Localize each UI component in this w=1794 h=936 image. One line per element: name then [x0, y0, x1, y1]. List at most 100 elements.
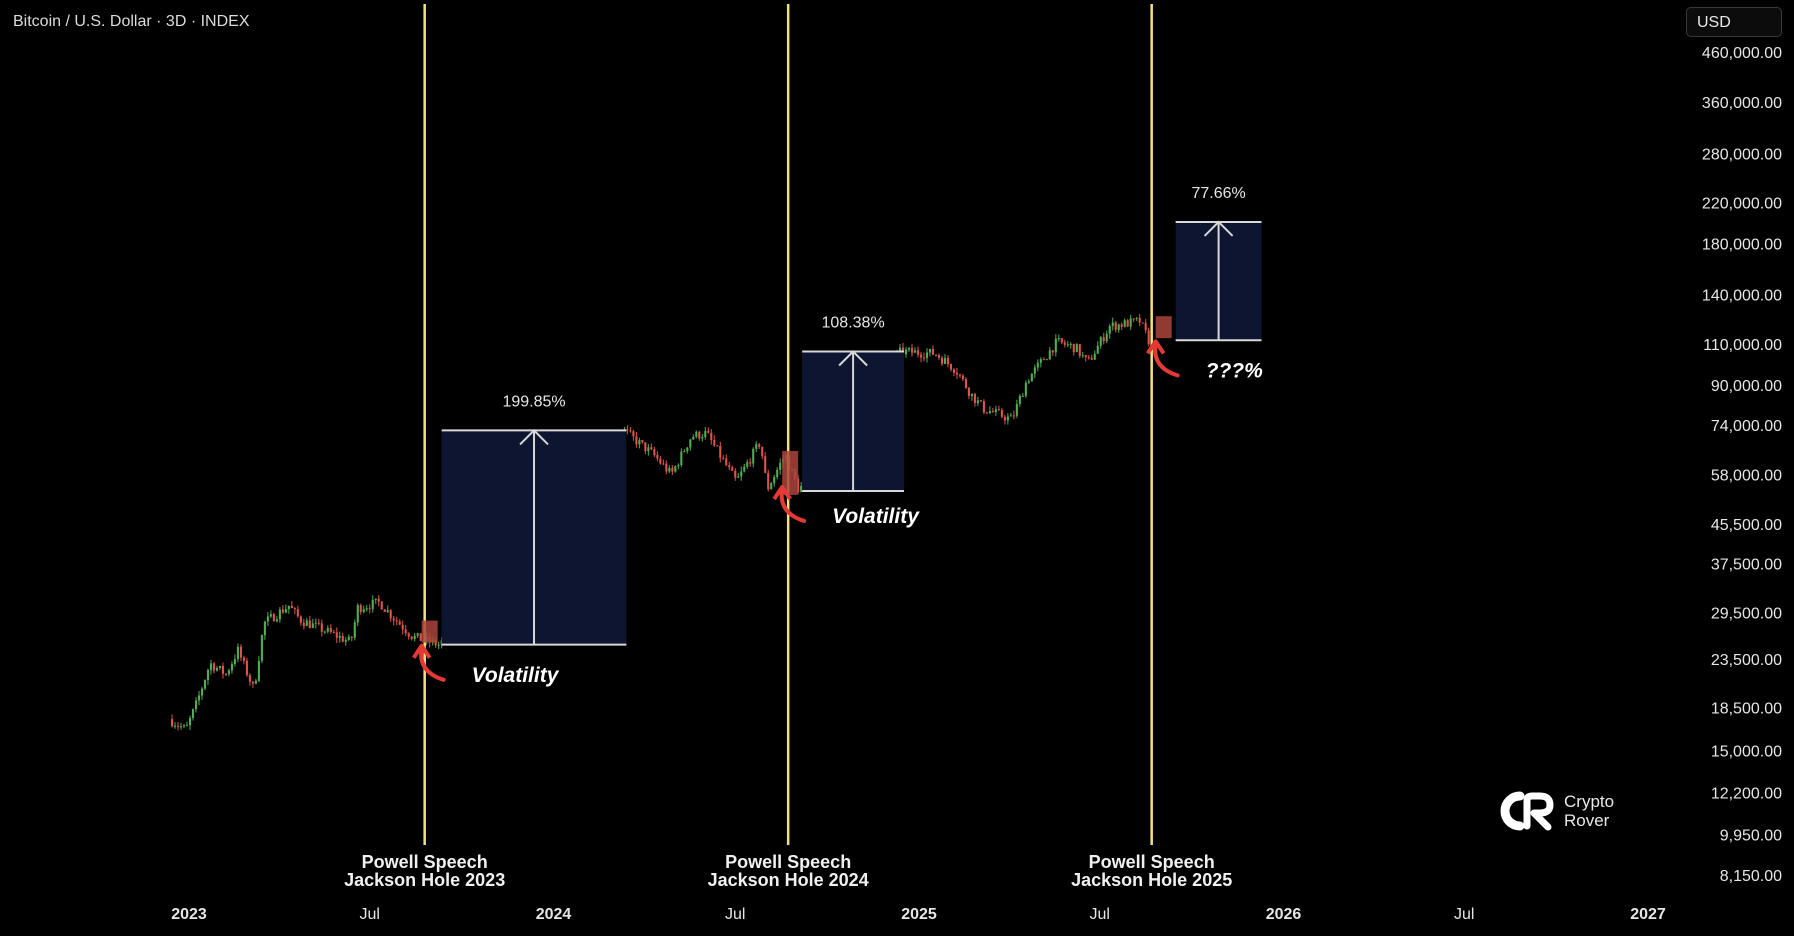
candle-body	[1012, 415, 1015, 417]
curved-arrow-icon	[779, 486, 807, 523]
candle-body	[401, 624, 404, 630]
candle-body	[743, 466, 746, 472]
candle-body	[638, 440, 641, 445]
y-axis-tick-label: 18,500.00	[1711, 701, 1782, 718]
curved-arrow-icon	[1153, 341, 1180, 378]
candle-body	[659, 458, 662, 464]
candle-body	[392, 618, 395, 621]
candle-body	[248, 675, 251, 682]
candle-body	[269, 614, 272, 617]
candle-body	[1075, 344, 1078, 353]
candle-body	[719, 446, 722, 458]
annotation-text: Volatility	[832, 505, 920, 528]
candle-body	[332, 632, 335, 634]
candle-body	[296, 609, 299, 617]
candle-body	[740, 471, 743, 477]
candle-body	[1000, 410, 1003, 417]
candle-body	[263, 621, 266, 636]
currency-selector-button[interactable]: USD	[1686, 7, 1782, 37]
candle-body	[389, 610, 392, 619]
y-axis-tick-label: 12,200.00	[1711, 786, 1782, 803]
candle-body	[416, 633, 419, 636]
candle-body	[800, 485, 803, 493]
candle-body	[224, 673, 227, 675]
candle-body	[1015, 404, 1018, 416]
y-axis-tick-label: 8,150.00	[1720, 868, 1782, 885]
speech-marker-candle	[782, 450, 799, 495]
crypto-rover-logo: Crypto Rover	[1496, 790, 1636, 836]
measure-percent-label: 77.66%	[1191, 185, 1245, 202]
measure-percent-label: 108.38%	[822, 315, 885, 332]
candle-body	[404, 629, 407, 634]
candle-body	[710, 432, 713, 441]
candle-body	[1099, 337, 1102, 346]
candle-body	[1123, 320, 1126, 327]
candle-body	[356, 605, 359, 623]
candle-body	[773, 476, 776, 484]
candle-body	[1027, 381, 1030, 383]
candle-body	[194, 700, 198, 710]
candle-body	[1096, 345, 1099, 354]
candle-body	[302, 622, 305, 626]
candle-body	[299, 616, 302, 623]
cr-logo-icon	[1500, 791, 1554, 831]
candle-body	[1036, 362, 1039, 368]
candle-body	[1087, 357, 1090, 359]
candle-body	[1042, 359, 1045, 361]
candle-body	[728, 465, 731, 468]
candle-body	[904, 349, 908, 355]
x-axis-tick-label: Jul	[1090, 906, 1110, 923]
candle-body	[641, 440, 644, 443]
candle-body	[940, 357, 944, 364]
candle-body	[979, 400, 982, 402]
candle-body	[919, 354, 923, 358]
candle-body	[779, 462, 782, 470]
y-axis-tick-label: 90,000.00	[1711, 378, 1782, 395]
candle-body	[898, 347, 902, 352]
speech-marker-candle	[1155, 316, 1172, 339]
candle-body	[1033, 367, 1036, 374]
candle-body	[758, 444, 761, 447]
y-axis-tick-label: 29,500.00	[1711, 606, 1782, 623]
candle-body	[317, 622, 320, 624]
candle-body	[1003, 416, 1006, 421]
y-axis-tick-label: 45,500.00	[1711, 517, 1782, 534]
candle-body	[257, 660, 260, 681]
candle-body	[1144, 322, 1147, 331]
candle-body	[797, 478, 800, 493]
x-axis-tick-label: 2024	[536, 906, 572, 923]
candle-body	[668, 467, 671, 472]
candle-body	[218, 666, 222, 668]
candle-body	[1048, 350, 1051, 360]
x-axis-tick-label: Jul	[360, 906, 380, 923]
candle-body	[284, 609, 287, 613]
candle-body	[266, 616, 269, 622]
candle-body	[290, 605, 293, 609]
candle-body	[212, 663, 216, 671]
candle-body	[943, 358, 947, 364]
arrowhead-icon	[772, 484, 792, 501]
candle-body	[287, 605, 290, 610]
candle-body	[272, 614, 275, 622]
candle-body	[227, 670, 230, 675]
candle-body	[293, 608, 296, 610]
candle-body	[955, 372, 958, 375]
candle-body	[931, 348, 935, 355]
candle-body	[437, 644, 440, 646]
candle-body	[1009, 415, 1012, 417]
candle-body	[371, 599, 374, 610]
candle-body	[191, 709, 195, 718]
candle-body	[170, 719, 174, 727]
x-axis-tick-label: 2027	[1630, 906, 1666, 923]
candle-body	[1081, 355, 1084, 357]
candle-body	[937, 355, 941, 358]
candle-body	[776, 469, 779, 477]
candle-body	[671, 467, 674, 472]
candle-body	[188, 717, 192, 726]
event-label-line1: Powell Speech	[725, 852, 851, 872]
candle-body	[245, 660, 248, 676]
candle-body	[347, 636, 350, 641]
candle-body	[952, 369, 955, 373]
arrowhead-icon	[411, 643, 432, 659]
